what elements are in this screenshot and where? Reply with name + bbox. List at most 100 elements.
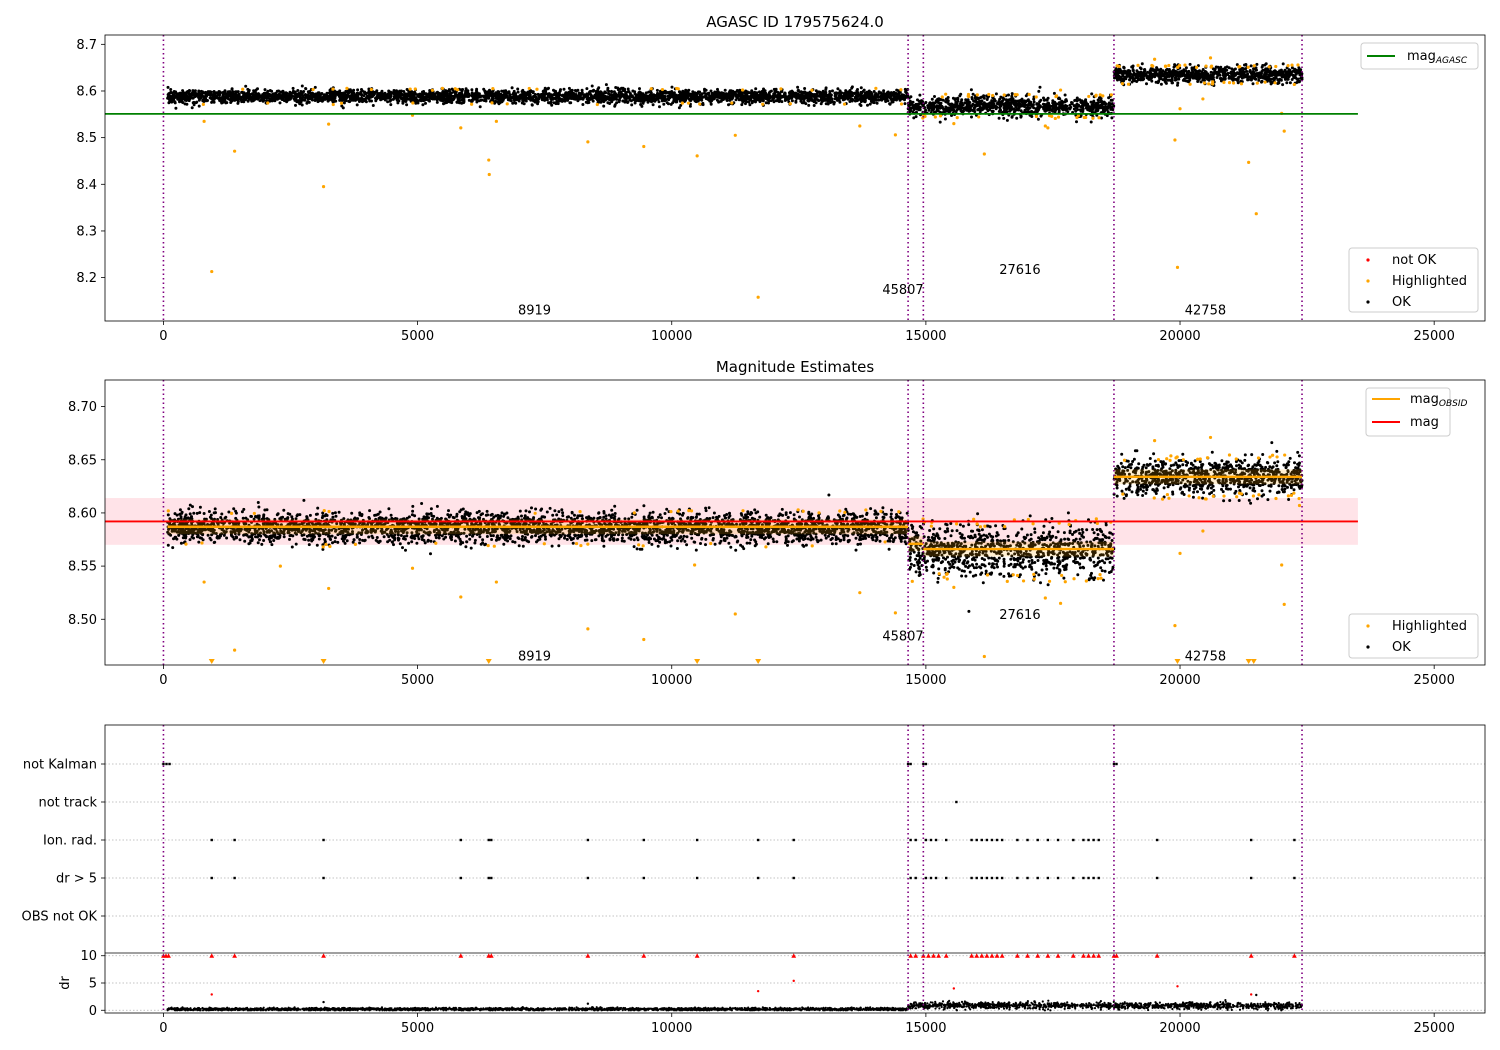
highlighted-point bbox=[345, 86, 349, 91]
highlighted-point bbox=[1274, 496, 1278, 501]
dr-clipped-marker bbox=[936, 953, 941, 958]
highlighted-point bbox=[641, 544, 645, 548]
highlighted-point bbox=[486, 543, 490, 548]
highlighted-point bbox=[642, 144, 646, 149]
highlighted-point bbox=[1027, 92, 1031, 97]
highlighted-point bbox=[883, 540, 887, 544]
highlighted-point bbox=[910, 579, 914, 583]
highlighted-point bbox=[1204, 64, 1208, 68]
highlighted-point bbox=[1267, 65, 1271, 69]
dr-clipped-marker bbox=[984, 953, 990, 958]
dr-clipped-marker bbox=[641, 953, 647, 958]
highlighted-point bbox=[1126, 82, 1131, 86]
highlighted-point bbox=[459, 595, 463, 599]
dr-clipped-marker bbox=[931, 953, 936, 958]
highlighted-point bbox=[991, 93, 995, 98]
dr-outlier-point bbox=[1255, 993, 1258, 997]
highlighted-point bbox=[595, 102, 599, 107]
highlighted-point bbox=[1034, 95, 1038, 99]
highlighted-point bbox=[938, 114, 943, 118]
highlighted-point bbox=[1274, 64, 1278, 69]
highlighted-point bbox=[1175, 455, 1179, 459]
flag-marker bbox=[233, 876, 236, 880]
highlighted-point bbox=[1227, 81, 1232, 85]
flag-marker bbox=[162, 762, 165, 766]
highlighted-point bbox=[756, 295, 760, 299]
highlighted-point bbox=[494, 580, 498, 584]
highlighted-point bbox=[1072, 577, 1076, 581]
highlighted-point bbox=[1076, 114, 1081, 118]
flag-marker bbox=[1000, 838, 1004, 842]
obsid-label: 42758 bbox=[1185, 303, 1226, 318]
highlighted-point bbox=[1097, 116, 1101, 120]
dr-clipped-marker bbox=[974, 953, 980, 958]
highlighted-point bbox=[1231, 81, 1236, 85]
highlighted-point bbox=[858, 124, 862, 128]
highlighted-point bbox=[764, 545, 768, 549]
highlighted-point bbox=[233, 648, 237, 652]
highlighted-point bbox=[1270, 453, 1275, 457]
highlighted-point bbox=[252, 511, 256, 516]
flag-marker bbox=[792, 876, 795, 880]
x-tick-label: 5000 bbox=[401, 673, 434, 688]
highlighted-point bbox=[1169, 454, 1173, 458]
highlighted-point bbox=[1153, 57, 1157, 61]
highlighted-point bbox=[1160, 497, 1165, 501]
highlighted-point bbox=[331, 102, 335, 107]
highlighted-point bbox=[1167, 63, 1171, 68]
highlighted-point bbox=[328, 544, 332, 549]
flag-marker bbox=[906, 762, 910, 766]
highlighted-point bbox=[1205, 456, 1210, 460]
flag-marker bbox=[990, 876, 994, 880]
highlighted-point bbox=[1178, 551, 1182, 555]
flag-marker bbox=[1046, 876, 1050, 880]
flag-marker bbox=[970, 876, 973, 880]
highlighted-point bbox=[879, 509, 883, 513]
flag-marker bbox=[945, 838, 948, 842]
flag-marker bbox=[695, 838, 699, 842]
highlighted-point bbox=[952, 122, 956, 126]
highlighted-point bbox=[1211, 494, 1215, 498]
highlighted-point bbox=[966, 94, 970, 98]
flag-marker bbox=[1072, 876, 1075, 880]
highlighted-point bbox=[1292, 82, 1296, 87]
highlighted-point bbox=[1282, 602, 1286, 606]
highlighted-point bbox=[874, 86, 878, 90]
x-tick-label: 5000 bbox=[401, 329, 434, 344]
obsid-label: 45807 bbox=[882, 629, 923, 644]
highlighted-point bbox=[586, 627, 590, 631]
flag-marker bbox=[1087, 876, 1090, 880]
highlighted-point bbox=[810, 544, 814, 548]
highlighted-point bbox=[505, 102, 509, 106]
dr-clipped-marker bbox=[232, 953, 238, 958]
dr-clipped-marker bbox=[1086, 953, 1091, 958]
y-tick-label: 8.65 bbox=[68, 453, 97, 468]
flag-marker bbox=[909, 762, 912, 766]
highlighted-point bbox=[761, 102, 765, 106]
highlighted-point bbox=[1297, 496, 1301, 501]
flag-marker bbox=[490, 876, 493, 880]
highlighted-point bbox=[1067, 522, 1071, 527]
flag-marker bbox=[924, 762, 928, 766]
highlighted-point bbox=[1173, 624, 1177, 628]
dr-clipped-marker bbox=[1291, 953, 1297, 958]
obsid-label: 8919 bbox=[518, 303, 551, 318]
axes-frame bbox=[104, 34, 1486, 322]
dr-clipped-marker bbox=[209, 953, 215, 958]
dr-clipped-marker bbox=[1114, 953, 1119, 958]
obsid-label: 8919 bbox=[518, 649, 551, 664]
highlighted-point bbox=[1183, 63, 1187, 67]
highlighted-point bbox=[1194, 65, 1199, 69]
highlighted-point bbox=[533, 511, 537, 515]
ok-legend-dot bbox=[1366, 300, 1370, 304]
highlighted-point bbox=[1058, 601, 1063, 605]
highlighted-point bbox=[1273, 81, 1277, 85]
highlighted-point bbox=[1286, 64, 1290, 68]
clipped-highlighted-marker bbox=[694, 659, 701, 664]
estimates-panel: Magnitude Estimates 8919458072761642758 … bbox=[68, 358, 1486, 688]
highlighted-point bbox=[1178, 107, 1182, 111]
highlighted-point bbox=[233, 149, 237, 153]
highlighted-point bbox=[527, 86, 531, 91]
highlighted-point bbox=[201, 102, 205, 106]
highlighted-point bbox=[1201, 529, 1205, 533]
